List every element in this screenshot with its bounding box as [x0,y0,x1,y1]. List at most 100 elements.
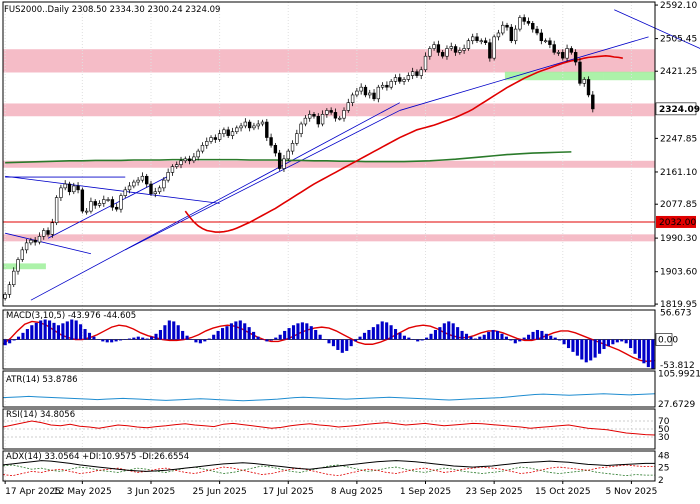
macd-bar-7 [34,322,38,340]
macd-bar-6 [30,325,34,340]
trendline-1 [5,232,92,255]
candle-body-16 [72,185,76,193]
price-y-tick-label-7: 1903.60 [660,268,697,278]
candle-body-59 [256,123,260,127]
macd-bar-104 [464,333,469,340]
current-price-tag-box [655,102,697,116]
macd-bar-5 [25,329,29,340]
macd-bar-128 [571,339,575,352]
candle-body-78 [338,117,342,120]
candle-body-57 [247,121,252,129]
candle-body-5 [24,242,29,251]
macd-bar-83 [371,327,375,340]
candle-body-131 [565,48,569,59]
candle-body-100 [432,44,436,49]
macd-bar-22 [101,339,105,342]
candle-body-119 [513,28,518,42]
candle-body-74 [320,114,325,125]
macd-bar-11 [52,322,56,340]
macd-bar-100 [447,321,451,340]
macd-bar-32 [145,338,149,340]
candle-body-15 [67,183,72,193]
candle-body-54 [235,127,239,133]
macd-bar-77 [345,339,349,351]
atr-y-tick-label-1: 27.6729 [658,400,695,410]
rsi-pane-title: RSI(14) 34.8056 [6,410,75,420]
macd-bar-54 [243,323,247,340]
candle-body-10 [46,230,50,235]
x-tick-label-1: 12 May 2025 [53,487,112,497]
macd-bar-68 [305,323,309,340]
macd-bar-141 [629,339,633,349]
macd-bar-75 [336,339,340,350]
macd-bar-93 [416,339,420,342]
macd-bar-64 [287,328,291,340]
candle-body-39 [170,166,175,173]
macd-bar-143 [637,339,642,359]
macd-bar-53 [238,320,242,340]
macd-zero-tag-box [655,333,673,346]
x-tick-label-5: 8 Aug 2025 [331,487,383,497]
candle-body-122 [526,21,531,24]
macd-bar-37 [167,320,171,340]
macd-bar-29 [132,337,136,340]
macd-bar-18 [83,329,87,340]
candle-body-77 [333,112,338,119]
macd-bar-107 [478,336,482,340]
x-tick-label-7: 23 Sep 2025 [466,487,523,497]
candle-body-115 [496,32,501,38]
candle-body-14 [63,183,67,189]
candle-body-25 [110,199,115,208]
candle-body-102 [440,52,445,57]
ma-fast-line [184,55,623,233]
macd-bar-102 [456,327,460,340]
macd-bar-12 [56,325,60,340]
candle-body-71 [308,114,312,119]
macd-bar-129 [575,339,579,356]
candle-body-2 [12,270,16,286]
candle-body-107 [462,48,466,51]
candle-body-110 [475,36,479,42]
adx-line [2,460,655,472]
candle-body-116 [501,24,505,34]
pane-frame-rsi [2,408,656,450]
macd-bar-95 [425,337,429,340]
adx-plus-di-line [2,464,655,477]
candle-body-19 [84,210,89,213]
macd-bar-84 [376,324,380,340]
macd-bar-28 [127,338,131,340]
macd-bar-55 [247,327,251,340]
price-y-tick-label-6: 1990.30 [660,234,697,244]
adx-minus-di-line [2,464,655,477]
macd-bar-41 [185,335,189,340]
trendline-3 [47,175,169,239]
candle-body-97 [419,69,423,76]
macd-bar-14 [65,321,69,340]
macd-y-tick-label-2: -53.812 [660,361,695,371]
macd-bar-1 [8,339,12,344]
macd-bar-139 [620,339,624,342]
macd-bar-134 [598,339,602,354]
macd-bar-49 [220,328,225,340]
macd-bar-111 [495,330,500,340]
macd-bar-21 [96,339,100,340]
atr-pane-title: ATR(14) 53.8786 [6,375,78,385]
price-y-tick-label-1: 2505.45 [660,35,697,45]
macd-bar-27 [123,339,127,340]
candle-body-65 [282,158,286,169]
candle-body-58 [252,125,256,129]
candle-body-111 [479,40,483,43]
candle-body-60 [260,121,265,125]
candle-body-22 [97,203,102,206]
price-y-tick-label-0: 2592.10 [660,1,697,11]
macd-bar-71 [318,334,322,340]
macd-bar-57 [256,336,260,340]
macd-pane-title: MACD(3,10,5) -43.976 -44.605 [6,311,136,321]
macd-bar-125 [558,339,562,341]
macd-bar-4 [21,332,25,340]
candle-body-12 [54,197,59,224]
macd-bar-103 [460,330,464,340]
macd-bar-70 [314,329,318,340]
candle-body-83 [359,86,363,92]
macd-bar-133 [593,339,597,358]
